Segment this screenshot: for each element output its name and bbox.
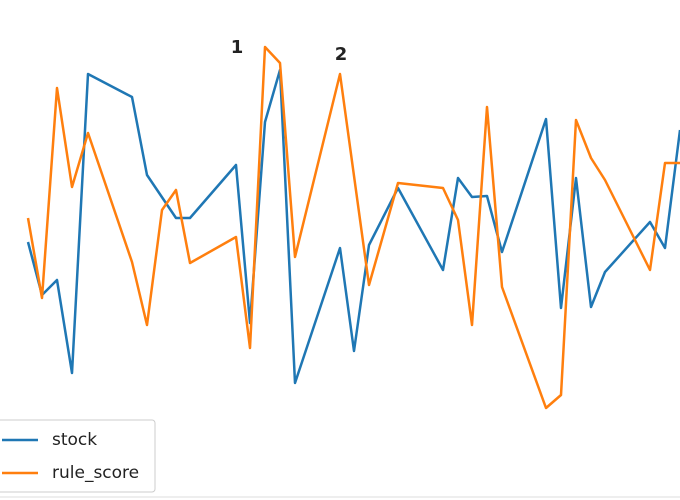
annotation: 2 [335,44,348,65]
legend-label: rule_score [52,463,139,483]
legend: stock rule_score [0,419,156,493]
annotation: 1 [231,37,244,58]
legend-box [0,419,156,493]
legend-label: stock [52,430,97,450]
series-line [26,68,680,385]
series-line [26,45,680,410]
